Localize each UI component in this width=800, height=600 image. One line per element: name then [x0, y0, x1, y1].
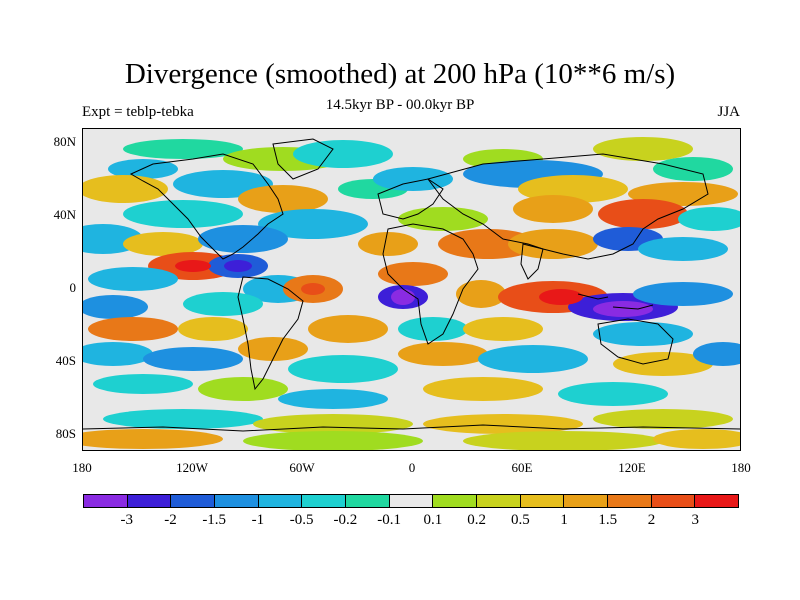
colorbar-box: [695, 495, 739, 507]
colorbar-box: [651, 495, 696, 507]
colorbar-label: 0.1: [423, 512, 443, 528]
colorbar-box: [564, 495, 609, 507]
colorbar-label: -0.2: [333, 512, 358, 528]
colorbar-label: -0.1: [377, 512, 401, 528]
colorbar-box: [84, 495, 128, 507]
colorbar-label: 0.2: [467, 512, 486, 528]
x-tick-label: 120W: [176, 460, 208, 475]
colorbar-box: [346, 495, 390, 507]
colorbar-box: [608, 495, 652, 507]
coastlines: [83, 138, 740, 432]
x-tick-label: 60E: [511, 460, 533, 475]
colorbar-box: [302, 495, 347, 507]
y-tick-label: 0: [69, 280, 77, 295]
colorbar-box: [433, 495, 478, 507]
colorbar-label: -0.5: [289, 512, 314, 528]
map-canvas: [83, 129, 740, 450]
colorbar-label: 2: [647, 512, 656, 528]
y-tick-label: 80N: [53, 134, 76, 149]
colorbar-label: -1.5: [202, 512, 227, 528]
y-tick-label: 80S: [55, 426, 76, 441]
colorbar-label: 1.5: [598, 512, 618, 528]
colorbar-box: [171, 495, 216, 507]
experiment-label: Expt = teblp-tebka: [82, 104, 194, 120]
colorbar-label: -2: [164, 512, 177, 528]
colorbar-box: [389, 495, 434, 507]
x-tick-label: 120E: [618, 460, 646, 475]
colorbar-label: -1: [251, 512, 265, 528]
y-tick-label: 40S: [55, 353, 76, 368]
x-tick-label: 180: [72, 460, 92, 475]
colorbar-label: 1: [560, 512, 568, 528]
season-label: JJA: [717, 104, 740, 120]
plot-title: Divergence (smoothed) at 200 hPa (10**6 …: [124, 58, 676, 90]
colorbar-label: -3: [120, 512, 133, 528]
colorbar-box: [127, 495, 172, 507]
strong-cores: [175, 260, 653, 317]
x-tick-label: 180: [731, 460, 751, 475]
colorbar-box: [477, 495, 521, 507]
colorbar-label: 0.5: [510, 512, 530, 528]
divergence-map: [82, 128, 741, 451]
colorbar: [83, 494, 739, 508]
x-tick-label: 60W: [289, 460, 315, 475]
colorbar-box: [258, 495, 303, 507]
time-range-label: 14.5kyr BP - 00.0kyr BP: [325, 97, 475, 113]
y-tick-label: 40N: [53, 207, 76, 222]
colorbar-box: [215, 495, 259, 507]
x-tick-label: 0: [408, 460, 416, 475]
colorbar-label: 3: [691, 512, 700, 528]
colorbar-box: [520, 495, 565, 507]
